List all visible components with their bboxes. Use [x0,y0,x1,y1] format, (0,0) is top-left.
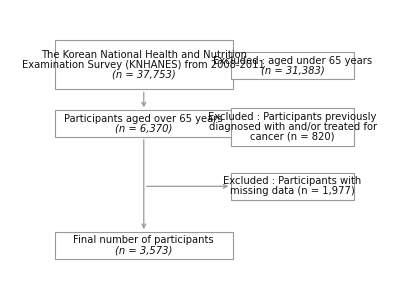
Text: Examination Survey (KNHANES) from 2008-2011: Examination Survey (KNHANES) from 2008-2… [22,60,265,70]
Text: (n = 37,753): (n = 37,753) [112,69,176,79]
FancyBboxPatch shape [231,52,354,79]
Text: (n = 3,573): (n = 3,573) [115,245,172,255]
Text: cancer (n = 820): cancer (n = 820) [250,132,335,142]
Text: Excluded : Participants previously: Excluded : Participants previously [208,112,377,122]
Text: Excluded : aged under 65 years: Excluded : aged under 65 years [213,56,372,66]
Text: The Korean National Health and Nutrition: The Korean National Health and Nutrition [41,50,247,60]
FancyBboxPatch shape [231,108,354,146]
Text: diagnosed with and/or treated for: diagnosed with and/or treated for [208,122,377,132]
Text: Excluded : Participants with: Excluded : Participants with [224,176,362,186]
Text: missing data (n = 1,977): missing data (n = 1,977) [230,186,355,196]
FancyBboxPatch shape [55,232,233,259]
Text: Final number of participants: Final number of participants [74,235,214,245]
Text: (n = 6,370): (n = 6,370) [115,123,172,133]
Text: (n = 31,383): (n = 31,383) [261,66,324,76]
FancyBboxPatch shape [231,173,354,200]
FancyBboxPatch shape [55,40,233,89]
Text: Participants aged over 65 years: Participants aged over 65 years [64,114,223,124]
FancyBboxPatch shape [55,110,233,137]
